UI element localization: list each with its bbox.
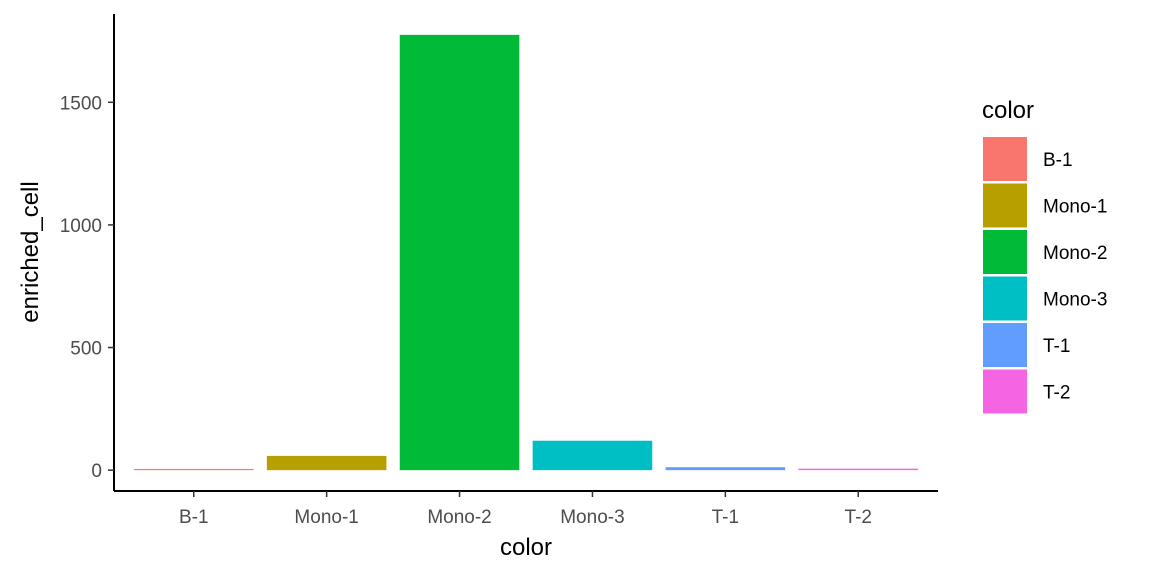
legend-label-mono-1: Mono-1 bbox=[1043, 197, 1107, 218]
x-tick-label: T-2 bbox=[845, 507, 872, 528]
legend-title: color bbox=[982, 97, 1034, 124]
x-tick-label: Mono-1 bbox=[294, 507, 358, 528]
legend-key-b-1 bbox=[983, 137, 1027, 181]
x-tick-label: Mono-3 bbox=[560, 507, 624, 528]
axes-group bbox=[113, 14, 938, 492]
bar-t-1 bbox=[665, 467, 786, 471]
x-ticks-group: B-1 Mono-1 Mono-2 Mono-3 T-1 T-2 bbox=[179, 491, 872, 528]
legend-key-mono-1 bbox=[983, 183, 1027, 228]
legend-key-mono-3 bbox=[983, 276, 1027, 321]
x-tick-label: Mono-2 bbox=[427, 507, 491, 528]
bar-mono-2 bbox=[399, 34, 520, 471]
y-tick-label: 1500 bbox=[60, 93, 102, 114]
y-tick-label: 500 bbox=[70, 339, 102, 360]
bars-group bbox=[133, 34, 919, 471]
bar-t-2 bbox=[798, 468, 919, 471]
y-axis-title: enriched_cell bbox=[17, 181, 44, 322]
bar-mono-1 bbox=[266, 455, 387, 471]
legend-label-t-1: T-1 bbox=[1043, 336, 1070, 357]
x-axis-title: color bbox=[500, 534, 552, 561]
legend-key-t-1 bbox=[983, 323, 1027, 367]
legend-label-mono-2: Mono-2 bbox=[1043, 243, 1107, 264]
legend-key-mono-2 bbox=[983, 230, 1027, 274]
y-ticks-group: 0 500 1000 1500 bbox=[60, 93, 114, 482]
x-tick-label: T-1 bbox=[712, 507, 739, 528]
y-tick-label: 1000 bbox=[60, 216, 102, 237]
bar-b-1 bbox=[133, 468, 254, 471]
legend-label-b-1: B-1 bbox=[1043, 150, 1073, 171]
legend-entries: B-1 Mono-1 Mono-2 Mono-3 T-1 T-2 bbox=[983, 137, 1107, 414]
legend-label-mono-3: Mono-3 bbox=[1043, 290, 1107, 311]
legend-key-t-2 bbox=[983, 369, 1027, 414]
bar-mono-3 bbox=[532, 440, 653, 471]
x-tick-label: B-1 bbox=[179, 507, 209, 528]
legend: color B-1 Mono-1 Mono-2 Mono-3 T-1 T-2 bbox=[982, 97, 1107, 414]
y-tick-label: 0 bbox=[91, 461, 102, 482]
legend-label-t-2: T-2 bbox=[1043, 383, 1070, 404]
